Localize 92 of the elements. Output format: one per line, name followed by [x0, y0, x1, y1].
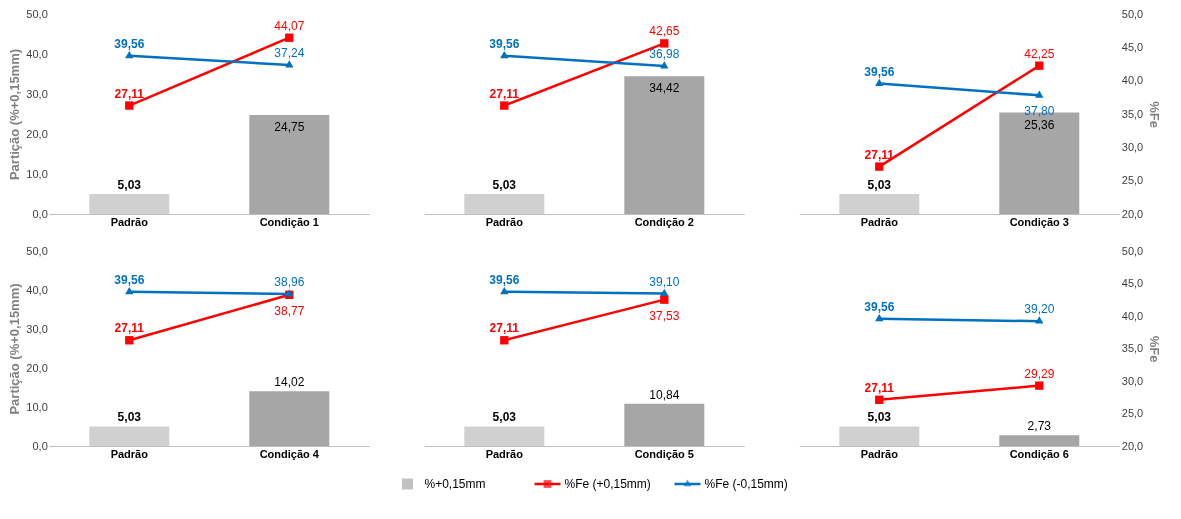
data-label: 27,11: [114, 86, 145, 101]
data-label: 25,36: [1024, 117, 1055, 132]
point: [660, 39, 669, 48]
y-tick-label: 40,0: [26, 283, 48, 296]
y-tick-label: 30,0: [26, 87, 48, 100]
y-tick-label: 20,0: [26, 127, 48, 140]
data-label: 42,25: [1024, 46, 1055, 61]
x-tick-label: Padrão: [110, 215, 149, 228]
y2-tick-label: 30,0: [1121, 140, 1144, 153]
y-tick-label: 10,0: [26, 167, 48, 180]
y2-tick-label: 45,0: [1121, 40, 1144, 53]
y2-tick-label: 35,0: [1121, 107, 1144, 120]
data-label: 39,56: [864, 64, 895, 79]
x-tick-label: Condição 6: [1009, 447, 1069, 460]
data-label: 39,56: [114, 36, 145, 51]
data-label: 44,07: [274, 18, 305, 33]
data-label: 39,56: [489, 272, 520, 287]
data-label: 5,03: [867, 410, 892, 425]
y-tick-label: 50,0: [26, 244, 48, 257]
y2-tick-label: 20,0: [1121, 207, 1144, 220]
data-label: 27,11: [864, 147, 895, 162]
y-tick-label: 30,0: [26, 322, 48, 335]
x-tick-label: Padrão: [110, 447, 149, 460]
data-label: 5,03: [117, 410, 142, 425]
point: [660, 295, 669, 304]
y-axis-title: Partição (%+0,15mm): [7, 283, 23, 415]
data-label: 38,96: [274, 275, 305, 290]
point: [875, 162, 884, 171]
y2-tick-label: 40,0: [1121, 74, 1144, 87]
data-label: 36,98: [649, 47, 680, 62]
legend-label: %Fe (+0,15mm): [564, 477, 651, 491]
data-label: 29,29: [1024, 366, 1055, 381]
x-tick-label: Condição 1: [259, 215, 319, 228]
x-tick-label: Padrão: [485, 447, 524, 460]
x-tick-label: Padrão: [860, 447, 899, 460]
data-label: 2,73: [1027, 419, 1052, 434]
y2-axis-title: %Fe: [1147, 335, 1163, 363]
data-label: 14,02: [274, 375, 305, 390]
data-label: 42,65: [649, 24, 680, 39]
y2-axis-title: %Fe: [1147, 101, 1163, 128]
point: [500, 336, 509, 345]
legend-label: %Fe (-0,15mm): [704, 477, 788, 491]
y-tick-label: 10,0: [26, 400, 48, 413]
data-label: 5,03: [117, 177, 142, 192]
y-tick-label: 0,0: [32, 207, 48, 220]
x-tick-label: Condição 2: [634, 215, 694, 228]
data-label: 27,11: [114, 321, 145, 336]
y-tick-label: 20,0: [26, 361, 48, 374]
y2-tick-label: 25,0: [1121, 174, 1144, 187]
data-label: 27,11: [489, 86, 520, 101]
data-label: 37,80: [1024, 104, 1055, 119]
y2-tick-label: 50,0: [1121, 7, 1144, 20]
y-axis-title: Partição (%+0,15mm): [7, 48, 23, 181]
y2-tick-label: 35,0: [1121, 342, 1144, 354]
y-tick-label: 50,0: [26, 7, 48, 20]
y2-tick-label: 20,0: [1121, 439, 1144, 452]
y-tick-label: 0,0: [32, 439, 48, 452]
data-label: 5,03: [867, 177, 892, 192]
point: [875, 395, 884, 404]
data-label: 24,75: [274, 120, 305, 134]
data-label: 39,56: [114, 272, 145, 287]
y2-tick-label: 50,0: [1121, 244, 1144, 257]
x-tick-label: Padrão: [860, 215, 899, 228]
point: [285, 33, 294, 42]
y-tick-label: 40,0: [26, 47, 48, 60]
point: [125, 101, 134, 110]
data-label: 5,03: [492, 410, 517, 425]
data-label: 34,42: [649, 81, 680, 96]
data-label: 10,84: [649, 387, 680, 402]
data-label: 38,77: [274, 303, 305, 318]
point: [1035, 381, 1044, 390]
data-label: 5,03: [492, 177, 517, 192]
point: [500, 101, 509, 110]
y2-tick-label: 45,0: [1121, 277, 1144, 289]
point: [125, 336, 134, 345]
data-label: 27,11: [489, 321, 520, 336]
legend-label: %+0,15mm: [424, 477, 486, 491]
data-label: 39,56: [864, 299, 895, 314]
x-tick-label: Condição 4: [259, 447, 320, 460]
y2-tick-label: 25,0: [1121, 407, 1144, 419]
data-label: 39,56: [489, 36, 520, 51]
x-tick-label: Condição 5: [634, 447, 694, 460]
x-tick-label: Padrão: [485, 215, 524, 228]
data-label: 37,53: [649, 308, 680, 323]
data-label: 37,24: [274, 46, 305, 61]
y2-tick-label: 30,0: [1121, 374, 1144, 387]
data-label: 27,11: [864, 380, 895, 395]
data-label: 39,20: [1024, 302, 1055, 317]
x-tick-label: Condição 3: [1009, 215, 1069, 228]
data-label: 39,10: [649, 274, 680, 289]
point: [1035, 61, 1044, 70]
y2-tick-label: 40,0: [1121, 309, 1144, 322]
